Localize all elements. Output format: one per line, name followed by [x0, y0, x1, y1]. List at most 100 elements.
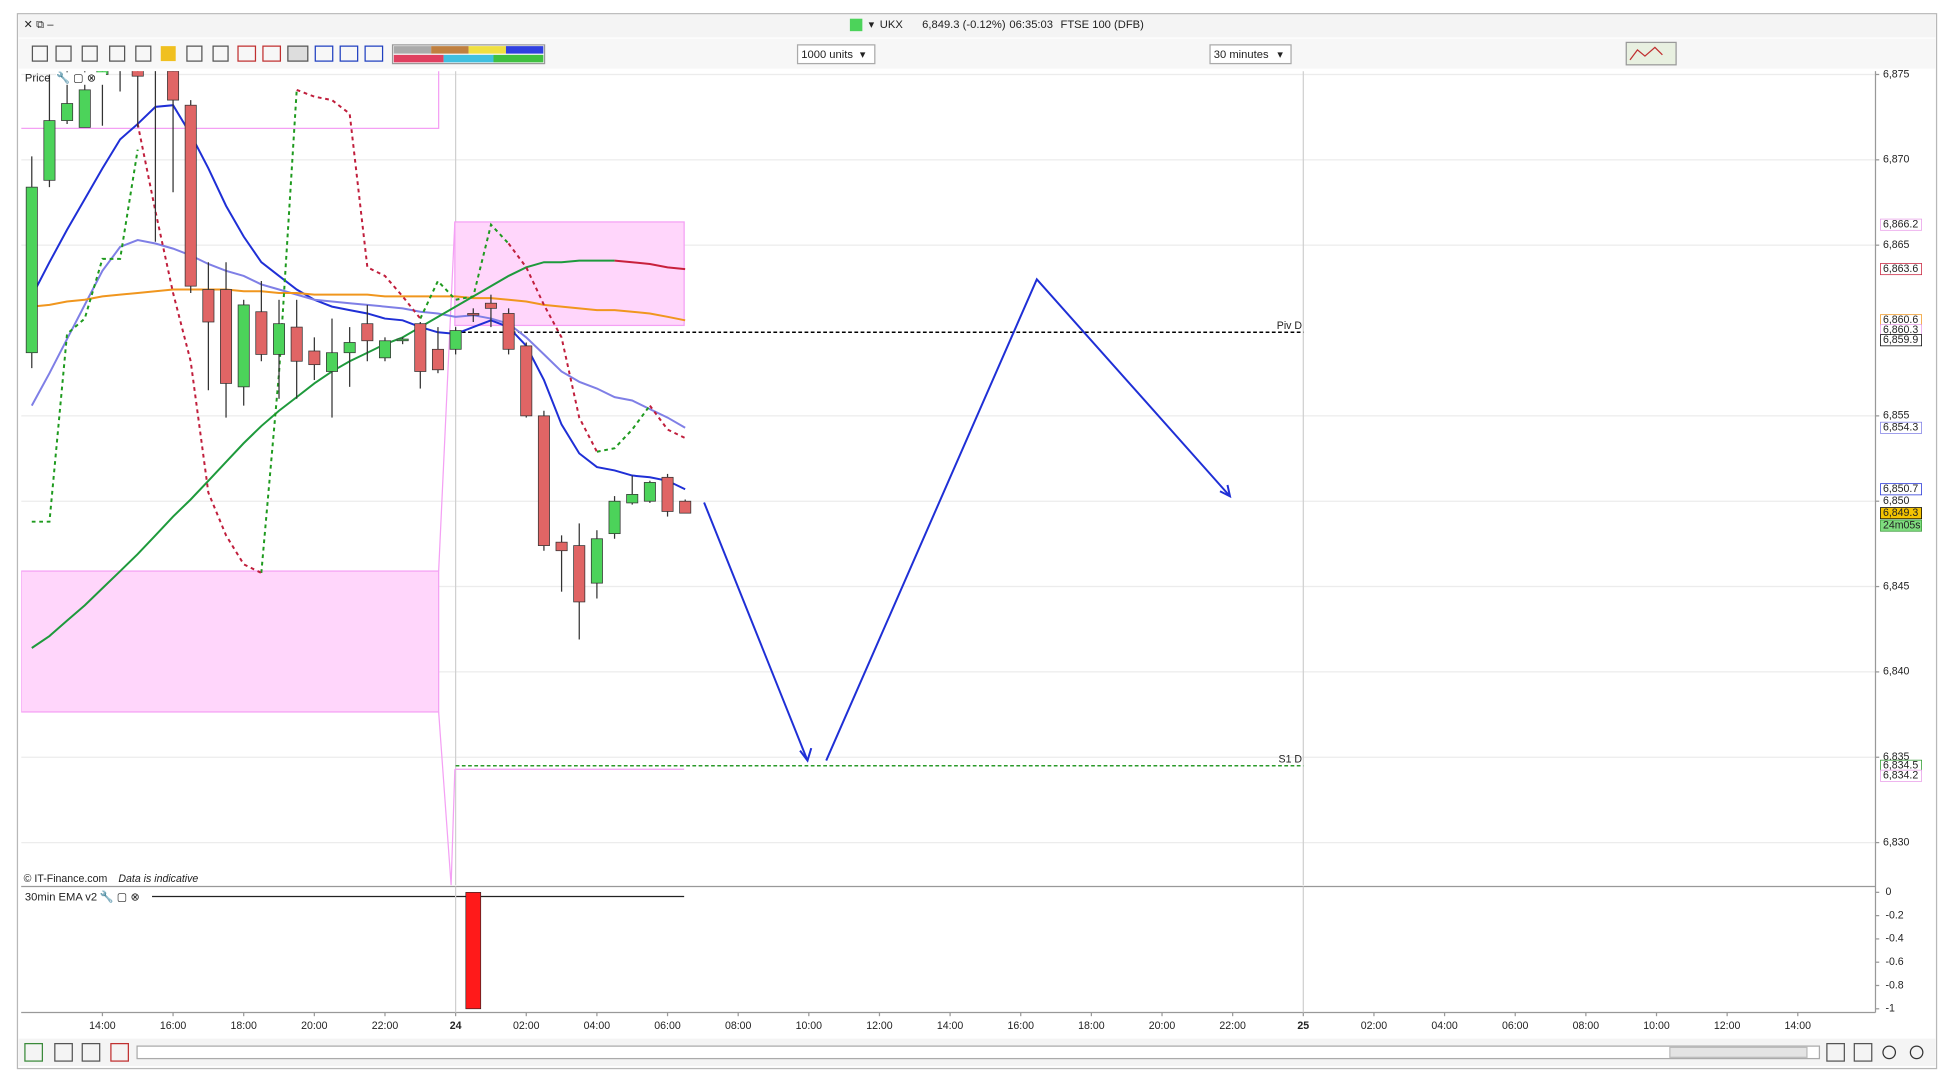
- palette-swatch[interactable]: [468, 46, 506, 54]
- price-label-box: [1880, 334, 1922, 347]
- candle-body: [220, 289, 233, 384]
- y-tick-label: 6,840: [1883, 666, 1910, 678]
- y-tick-label: -0.4: [1885, 933, 1903, 945]
- candle-body: [555, 541, 568, 552]
- x-tick-label: 02:00: [513, 1020, 540, 1032]
- price-label: 6,834.2: [1883, 770, 1918, 782]
- window-buttons[interactable]: ✕ ⧉ –: [24, 19, 55, 31]
- y-tick-label: 6,845: [1883, 580, 1910, 592]
- tool-icon[interactable]: [237, 45, 257, 62]
- symbol-dropdown[interactable]: ▾: [869, 19, 875, 31]
- pivot-label: Piv D: [1277, 320, 1303, 332]
- x-tick-label: 10:00: [1643, 1020, 1670, 1032]
- y-tick-label: 6,850: [1883, 495, 1910, 507]
- palette-swatch[interactable]: [493, 54, 544, 63]
- palette-swatch[interactable]: [393, 46, 432, 54]
- pivot-zone-line: [438, 221, 685, 886]
- price-label: 6,834.5: [1883, 760, 1918, 772]
- candle-body: [25, 186, 38, 354]
- x-tick-label: 08:00: [1573, 1020, 1600, 1032]
- x-tick-label: 12:00: [1714, 1020, 1741, 1032]
- indicator-icons[interactable]: 🔧 ▢ ⊗: [100, 890, 140, 904]
- bottom-icon[interactable]: [81, 1042, 101, 1062]
- candle-body: [202, 289, 215, 323]
- indicator-bar: [465, 892, 482, 1010]
- candle-body: [573, 545, 586, 603]
- price-label-box: [1880, 483, 1922, 496]
- tool-icon[interactable]: [262, 45, 282, 62]
- x-tick-label: 22:00: [1219, 1020, 1246, 1032]
- symbol-icon: [849, 18, 863, 32]
- candle-body: [379, 340, 391, 359]
- color-palette[interactable]: [391, 44, 546, 65]
- arrow-head: [1219, 484, 1232, 499]
- candle-body: [679, 500, 692, 514]
- bottom-icon[interactable]: [1853, 1042, 1873, 1062]
- toolbar: [18, 38, 1936, 69]
- trend-arrow[interactable]: [703, 502, 809, 761]
- pivot-zone: [454, 221, 685, 327]
- panel-icons[interactable]: 🔧 ▢ ⊗: [56, 71, 96, 85]
- candle-body: [467, 313, 480, 316]
- x-tick-label: 18:00: [1078, 1020, 1105, 1032]
- zoom-in[interactable]: [1909, 1045, 1924, 1060]
- y-tick-label: -0.6: [1885, 956, 1903, 968]
- instrument-name: FTSE 100 (DFB): [1060, 19, 1144, 31]
- tool-icon[interactable]: [314, 45, 334, 62]
- zoom-out[interactable]: [1882, 1045, 1897, 1060]
- price-label: 6,859.9: [1883, 334, 1918, 346]
- tool-icon[interactable]: [186, 45, 203, 62]
- bottom-icon[interactable]: [1826, 1042, 1845, 1062]
- tool-icon[interactable]: [135, 45, 152, 62]
- x-tick-label: 16:00: [160, 1020, 187, 1032]
- y-tick-label: 6,870: [1883, 154, 1910, 166]
- tool-icon[interactable]: [339, 45, 359, 62]
- quote: 6,849.3 (-0.12%): [922, 19, 1006, 31]
- y-tick-label: -0.8: [1885, 979, 1903, 991]
- price-label: 6,849.3: [1883, 507, 1918, 519]
- tool-icon[interactable]: [31, 45, 48, 62]
- tool-icon[interactable]: [55, 45, 72, 62]
- indicator-line: [30, 104, 686, 491]
- plot: [21, 71, 1876, 886]
- bottom-icon[interactable]: [24, 1042, 43, 1062]
- candle-body: [396, 338, 409, 342]
- scrollbar[interactable]: [136, 1045, 1821, 1060]
- x-tick-label: 16:00: [1008, 1020, 1035, 1032]
- candle-body: [131, 71, 144, 77]
- candle-body: [590, 538, 603, 584]
- palette-swatch[interactable]: [443, 54, 494, 63]
- palette-swatch[interactable]: [393, 54, 444, 63]
- bottom-icon[interactable]: [54, 1042, 73, 1062]
- x-tick-label: 06:00: [654, 1020, 681, 1032]
- chart-type-icon: [1629, 46, 1663, 61]
- tool-icon[interactable]: [109, 45, 126, 62]
- x-tick-label: 18:00: [230, 1020, 257, 1032]
- toolbar-icons[interactable]: [31, 44, 546, 65]
- candle-body: [431, 348, 444, 371]
- units-dropdown[interactable]: [796, 44, 876, 65]
- tool-icon[interactable]: [160, 46, 176, 62]
- interval-dropdown[interactable]: [1209, 44, 1292, 65]
- candle-body: [520, 345, 533, 417]
- trend-arrow[interactable]: [825, 277, 1231, 761]
- tool-icon[interactable]: [81, 45, 98, 62]
- x-tick-label: 25: [1297, 1020, 1309, 1032]
- tool-icon[interactable]: [212, 45, 229, 62]
- candle-body: [43, 120, 56, 181]
- panel-icons[interactable]: [56, 72, 106, 85]
- bottom-icon[interactable]: [110, 1042, 129, 1062]
- x-tick-label: 12:00: [866, 1020, 893, 1032]
- palette-swatch[interactable]: [505, 46, 544, 54]
- disclaimer: Data is indicative: [118, 873, 198, 885]
- y-tick-label: 6,875: [1883, 68, 1910, 80]
- tool-icon[interactable]: [364, 45, 384, 62]
- candle-body: [449, 330, 462, 350]
- scrollbar-thumb[interactable]: [1669, 1046, 1808, 1058]
- chart-type-button[interactable]: [1625, 41, 1677, 66]
- x-tick-label: 04:00: [584, 1020, 611, 1032]
- price-label: 6,860.3: [1883, 324, 1918, 336]
- palette-swatch[interactable]: [431, 46, 469, 54]
- tool-icon[interactable]: [287, 45, 309, 62]
- user-drawing[interactable]: [703, 277, 1232, 763]
